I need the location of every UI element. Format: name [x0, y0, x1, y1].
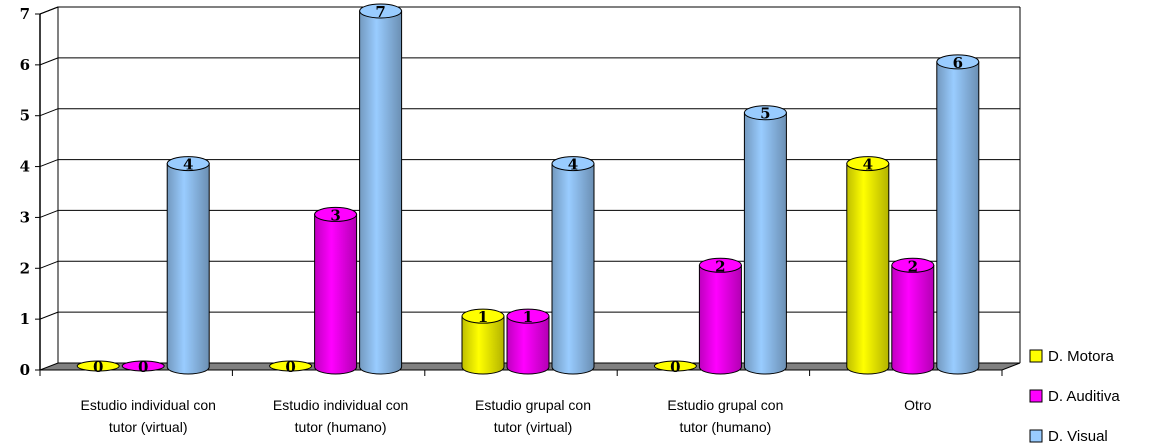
category-label: Estudio individual con [80, 397, 215, 413]
y-tick-label: 7 [20, 5, 30, 23]
bar-body [461, 315, 505, 375]
bar-top [166, 156, 210, 172]
bar-d-auditiva-4 [891, 257, 935, 375]
category-label: Estudio individual con [273, 397, 408, 413]
bar-body [846, 163, 890, 375]
gridline-diagonal [39, 57, 59, 66]
bar-body [359, 10, 403, 375]
bar-d-motora-2 [461, 308, 505, 375]
bar-top [314, 206, 358, 222]
bar-body [743, 112, 787, 375]
y-tick-label: 2 [20, 259, 30, 277]
bars [76, 3, 980, 375]
bar-d-visual-0 [166, 156, 210, 375]
data-label: 5 [760, 105, 770, 123]
bar-body [506, 315, 550, 375]
category-label: tutor (humano) [295, 419, 387, 435]
bar-zero-disk [121, 360, 165, 372]
bar-d-motora-3 [653, 360, 697, 372]
legend-label: D. Auditiva [1048, 388, 1120, 405]
y-tick-label: 4 [20, 158, 30, 176]
data-label: 2 [715, 257, 725, 275]
bar-d-auditiva-0 [121, 360, 165, 372]
data-label: 4 [863, 156, 873, 174]
bar-d-motora-0 [76, 360, 120, 372]
legend-label: D. Visual [1048, 428, 1108, 445]
bar-body [936, 61, 980, 375]
y-tick-label: 0 [20, 361, 30, 379]
bar-zero-disk [269, 360, 313, 372]
category-labels: Estudio individual con tutor (virtual) Est… [80, 397, 931, 435]
bar-d-visual-3 [743, 105, 787, 375]
legend: D. Motora D. Auditiva D. Visual [1029, 348, 1120, 445]
gridline-diagonal [39, 108, 59, 117]
data-label: 3 [330, 206, 340, 224]
bar-top [743, 105, 787, 121]
y-tick-label: 5 [20, 107, 30, 125]
y-tick-label: 3 [20, 208, 30, 226]
bar-d-visual-1 [359, 3, 403, 375]
category-label: tutor (virtual) [109, 419, 188, 435]
bar-body [314, 213, 358, 375]
data-label: 7 [375, 3, 385, 21]
bar-zero-disk [76, 360, 120, 372]
bar-top [461, 308, 505, 324]
data-label: 4 [183, 156, 193, 174]
bar-d-motora-1 [269, 360, 313, 372]
data-label: 0 [285, 358, 295, 376]
bar-d-motora-4 [846, 156, 890, 375]
bar-body [891, 264, 935, 375]
data-label: 1 [523, 308, 533, 326]
data-label: 0 [670, 358, 680, 376]
bar-d-auditiva-3 [698, 257, 742, 375]
data-label: 1 [478, 308, 488, 326]
category-label: tutor (humano) [679, 419, 771, 435]
y-tick-label: 6 [20, 56, 30, 74]
bar-top [936, 54, 980, 70]
y-tick-labels: 0 1 2 3 4 5 6 7 [20, 5, 30, 379]
data-label: 4 [568, 156, 578, 174]
bar-top [891, 257, 935, 273]
bar-zero-disk [653, 360, 697, 372]
y-tick-label: 1 [20, 310, 30, 328]
bar-top [551, 156, 595, 172]
legend-swatch [1029, 349, 1043, 363]
bar-d-auditiva-1 [314, 206, 358, 375]
data-label: 6 [953, 54, 963, 72]
gridline-diagonal [39, 209, 59, 218]
bar-d-auditiva-2 [506, 308, 550, 375]
category-label: Estudio grupal con [667, 397, 783, 413]
gridline-diagonal [39, 260, 59, 269]
data-label: 0 [138, 358, 148, 376]
legend-label: D. Motora [1048, 348, 1115, 365]
bar-body [551, 163, 595, 375]
data-label: 0 [93, 358, 103, 376]
gridline-diagonal [39, 311, 59, 320]
y-axis-top [39, 6, 59, 15]
legend-swatch [1029, 429, 1043, 443]
bar-body [166, 163, 210, 375]
bar-top [506, 308, 550, 324]
category-label: Estudio grupal con [475, 397, 591, 413]
bar-d-visual-2 [551, 156, 595, 375]
data-label: 2 [908, 257, 918, 275]
legend-swatch [1029, 389, 1043, 403]
bar-body [698, 264, 742, 375]
gridline-diagonal [39, 159, 59, 168]
category-label: Otro [904, 397, 931, 413]
bar-top [698, 257, 742, 273]
bar-top [359, 3, 403, 19]
bar-top [846, 156, 890, 172]
bar-d-visual-4 [936, 54, 980, 375]
category-label: tutor (virtual) [494, 419, 573, 435]
